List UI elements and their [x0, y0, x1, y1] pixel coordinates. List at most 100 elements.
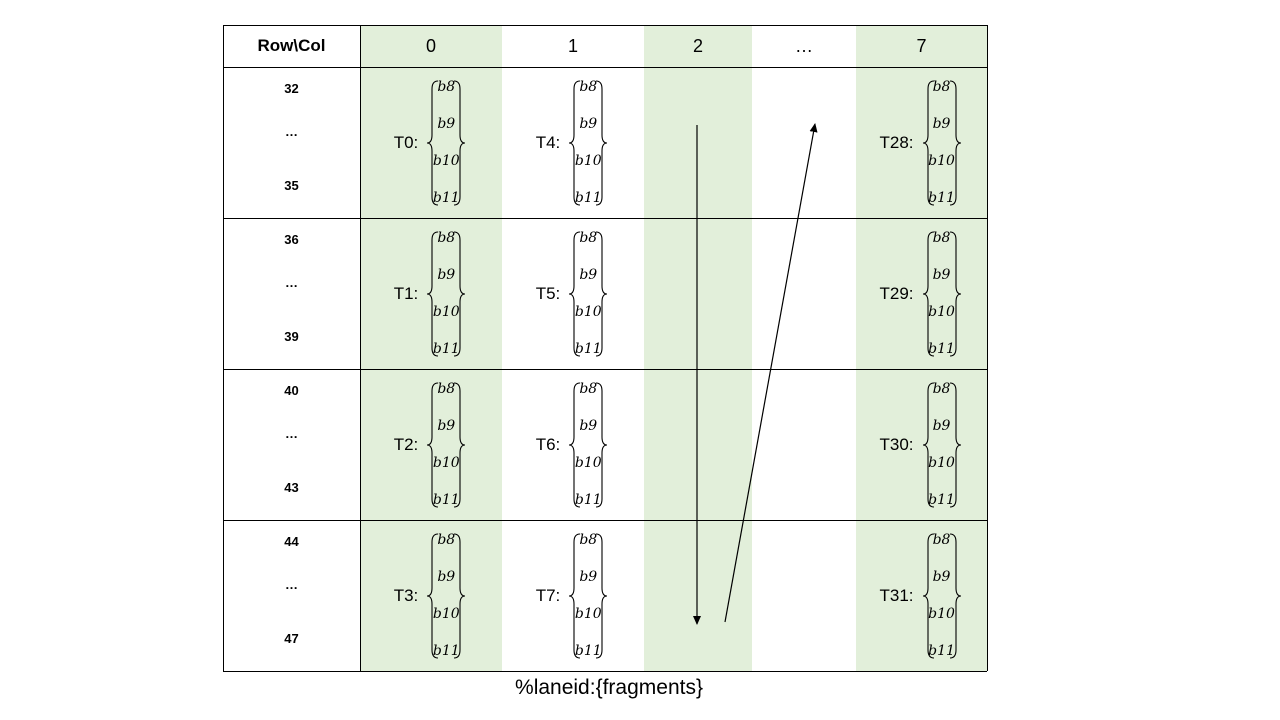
- column-band: [644, 25, 752, 671]
- fragment-vector: b8 b9 b10 b11: [424, 381, 468, 509]
- fragment-entry: b9: [932, 266, 951, 283]
- fragment-entry: b9: [579, 266, 598, 283]
- row-label-first: 36: [284, 232, 299, 247]
- fragment-entry: b11: [432, 642, 460, 659]
- fragment-entry: b8: [932, 380, 951, 397]
- lane-cell: T3: b8 b9 b10 b11: [360, 520, 502, 671]
- fragment-vector: b8 b9 b10 b11: [424, 230, 468, 358]
- fragment-entry: b11: [432, 491, 460, 508]
- fragment-entry: b11: [432, 189, 460, 206]
- fragment-entry: b11: [574, 491, 602, 508]
- fragment-entry: b10: [928, 303, 955, 320]
- fragment-entry: b11: [574, 189, 602, 206]
- fragment-entry: b11: [432, 340, 460, 357]
- fragment-entry: b8: [579, 78, 598, 95]
- fragment-entry: b8: [932, 78, 951, 95]
- column-divider: [360, 25, 361, 671]
- lane-label: T4:: [535, 132, 561, 152]
- caption: %laneid:{fragments}: [515, 676, 703, 699]
- lane-cell: T2: b8 b9 b10 b11: [360, 369, 502, 520]
- lane-label: T5:: [535, 283, 561, 303]
- brace-icon: [922, 381, 961, 508]
- lane-cell: T7: b8 b9 b10 b11: [502, 520, 644, 671]
- fragment-entry: b10: [928, 605, 955, 622]
- fragment-vector: b8 b9 b10 b11: [920, 230, 964, 358]
- fragment-entry: b11: [928, 340, 955, 357]
- fragment-entry: b10: [574, 454, 602, 471]
- brace-icon: [569, 381, 608, 508]
- fragment-entry: b8: [579, 229, 598, 246]
- fragment-entry: b11: [928, 491, 955, 508]
- lane-cell: T0: b8 b9 b10 b11: [360, 67, 502, 218]
- fragment-entry: b10: [432, 303, 460, 320]
- row-divider: [223, 67, 987, 68]
- fragment-entry: b10: [928, 454, 955, 471]
- column-divider: [987, 25, 988, 671]
- fragment-entry: b9: [932, 417, 951, 434]
- lane-cell: T31: b8 b9 b10 b11: [856, 520, 987, 671]
- column-header: 1: [567, 35, 578, 56]
- fragment-entry: b9: [932, 115, 951, 132]
- lane-cell: T28: b8 b9 b10 b11: [856, 67, 987, 218]
- column-band: [856, 25, 987, 671]
- fragment-vector: b8 b9 b10 b11: [566, 532, 610, 660]
- fragment-entry: b9: [437, 266, 456, 283]
- fragment-entry: b9: [579, 417, 598, 434]
- fragment-vector: b8 b9 b10 b11: [424, 79, 468, 207]
- brace-icon: [922, 230, 961, 357]
- fragment-entry: b10: [574, 152, 602, 169]
- row-divider: [223, 218, 987, 219]
- fragment-entry: b8: [579, 531, 598, 548]
- row-label-last: 35: [284, 178, 299, 193]
- fragment-entry: b10: [928, 152, 955, 169]
- fragment-entry: b11: [574, 340, 602, 357]
- row-divider: [223, 369, 987, 370]
- column-header: 7: [916, 35, 927, 56]
- lane-label: T7:: [535, 585, 561, 605]
- row-label-last: 43: [284, 480, 299, 495]
- arrow-up: [724, 123, 818, 623]
- lane-label: T6:: [535, 434, 561, 454]
- row-label-ellipsis: …: [285, 577, 298, 592]
- row-divider: [223, 25, 987, 26]
- lane-cell: T1: b8 b9 b10 b11: [360, 218, 502, 369]
- row-label-first: 40: [284, 383, 299, 398]
- brace-icon: [427, 230, 466, 357]
- column-band: [360, 25, 502, 671]
- brace-icon: [569, 79, 608, 206]
- fragment-vector: b8 b9 b10 b11: [920, 79, 964, 207]
- brace-icon: [427, 381, 466, 508]
- fragment-entry: b8: [437, 229, 456, 246]
- fragment-entry: b10: [432, 152, 460, 169]
- fragment-vector: b8 b9 b10 b11: [424, 532, 468, 660]
- column-header: 0: [425, 35, 436, 56]
- fragment-entry: b8: [437, 380, 456, 397]
- header-corner: Row\Col: [257, 36, 326, 55]
- fragment-vector: b8 b9 b10 b11: [566, 230, 610, 358]
- lane-label: T28:: [879, 132, 914, 152]
- fragment-entry: b9: [437, 115, 456, 132]
- lane-label: T30:: [879, 434, 914, 454]
- lane-label: T31:: [879, 585, 914, 605]
- fragment-entry: b8: [579, 380, 598, 397]
- lane-label: T1:: [393, 283, 419, 303]
- fragment-vector: b8 b9 b10 b11: [566, 79, 610, 207]
- row-label-ellipsis: …: [285, 275, 298, 290]
- row-label-last: 47: [284, 631, 299, 646]
- column-header: …: [795, 35, 813, 56]
- row-label-ellipsis: …: [285, 124, 298, 139]
- row-label-first: 32: [284, 81, 299, 96]
- fragment-entry: b10: [432, 605, 460, 622]
- fragment-entry: b11: [928, 189, 955, 206]
- fragment-vector: b8 b9 b10 b11: [566, 381, 610, 509]
- fragment-entry: b9: [437, 417, 456, 434]
- column-divider: [223, 25, 224, 671]
- row-divider: [223, 520, 987, 521]
- row-label-first: 44: [284, 534, 299, 549]
- lane-label: T0:: [393, 132, 419, 152]
- row-label-last: 39: [284, 329, 299, 344]
- fragment-vector: b8 b9 b10 b11: [920, 532, 964, 660]
- fragment-entry: b11: [574, 642, 602, 659]
- lane-cell: T4: b8 b9 b10 b11: [502, 67, 644, 218]
